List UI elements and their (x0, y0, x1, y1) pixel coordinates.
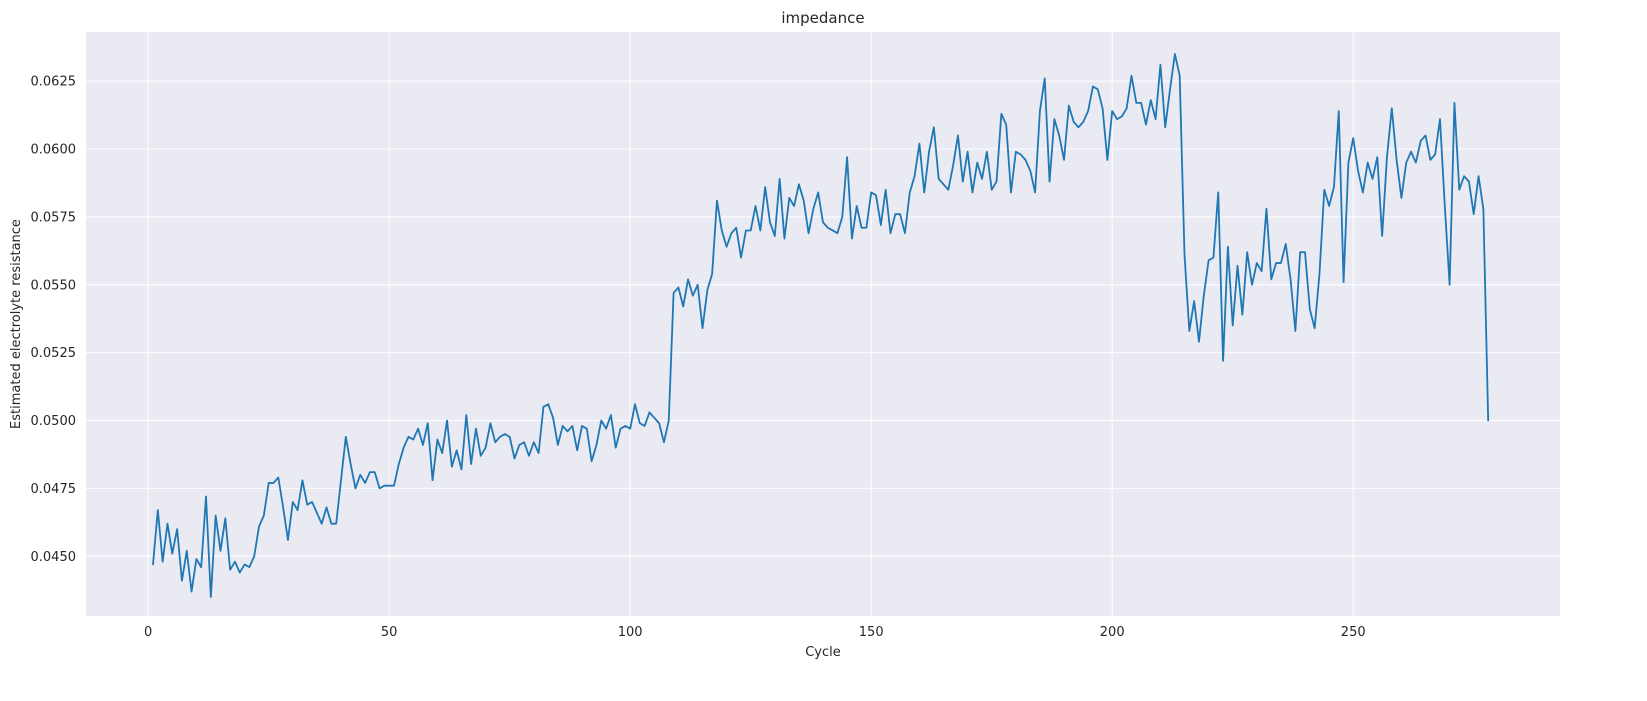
chart-title: impedance (781, 9, 864, 27)
x-axis-title: Cycle (805, 645, 841, 660)
x-tick-label: 150 (859, 625, 884, 640)
y-gridlines (86, 80, 1560, 557)
y-tick-label: 0.0450 (31, 550, 77, 565)
x-tick-label: 0 (144, 625, 152, 640)
y-tick-label: 0.0600 (31, 143, 77, 158)
x-tick-label: 50 (381, 625, 398, 640)
x-tick-label: 100 (618, 625, 643, 640)
y-tick-label: 0.0550 (31, 278, 77, 293)
y-tick-labels: 0.0450 0.0475 0.0500 0.0525 0.0550 0.0575 0.06… (31, 75, 77, 565)
x-tick-label: 200 (1100, 625, 1125, 640)
series-layer (152, 53, 1490, 598)
y-tick-label: 0.0575 (31, 210, 77, 225)
x-tick-label: 250 (1341, 625, 1366, 640)
y-tick-label: 0.0525 (31, 346, 77, 361)
x-tick-labels: 0 50 100 150 200 250 (144, 625, 1366, 640)
y-tick-label: 0.0475 (31, 482, 77, 497)
series-line (152, 53, 1490, 598)
y-axis-title: Estimated electrolyte resistance (9, 219, 24, 429)
y-tick-label: 0.0625 (31, 75, 77, 90)
x-gridlines (147, 32, 1354, 616)
y-tick-label: 0.0500 (31, 414, 77, 429)
